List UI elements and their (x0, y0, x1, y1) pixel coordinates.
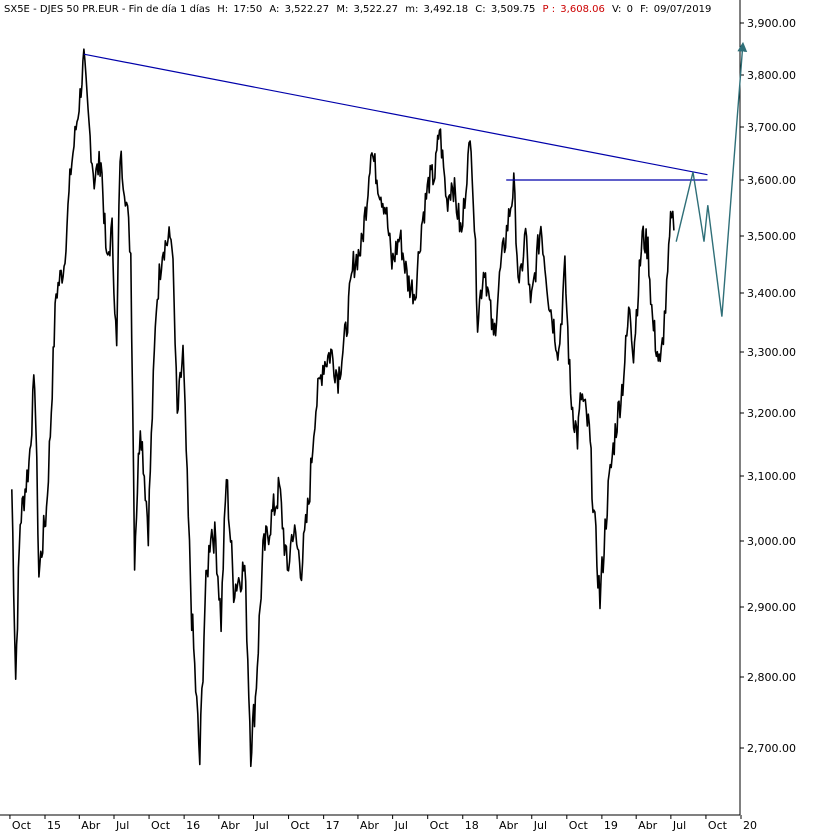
y-tick-label: 3,100.00 (747, 470, 796, 483)
f-value: 09/07/2019 (654, 4, 712, 15)
x-tick-label: Oct (708, 819, 728, 831)
x-tick-label: 18 (465, 819, 479, 831)
x-tick-label: Jul (533, 819, 547, 831)
y-tick-label: 3,500.00 (747, 230, 796, 243)
x-tick-label: Jul (254, 819, 268, 831)
x-tick-label: Oct (12, 819, 32, 831)
x-tick-label: Oct (430, 819, 450, 831)
y-tick-label: 2,900.00 (747, 601, 796, 614)
x-tick-label: 17 (326, 819, 340, 831)
x-tick-label: Jul (394, 819, 408, 831)
x-tick-label: Abr (360, 819, 380, 831)
x-tick-label: Abr (221, 819, 241, 831)
plot-area (11, 41, 748, 768)
m-value: 3,522.27 (354, 4, 399, 15)
a-value: 3,522.27 (285, 4, 330, 15)
x-tick-label: Jul (672, 819, 686, 831)
x-tick-label: 15 (47, 819, 61, 831)
y-tick-label: 2,700.00 (747, 742, 796, 755)
x-tick-label: Oct (291, 819, 311, 831)
y-tick-label: 3,800.00 (747, 69, 796, 82)
projection-path (675, 41, 748, 317)
x-tick-label: Abr (499, 819, 519, 831)
x-tick-label: Abr (638, 819, 658, 831)
y-tick-label: 3,300.00 (747, 346, 796, 359)
timeframe-text: Fin de día 1 días (129, 3, 210, 15)
price-series-line (11, 48, 675, 768)
y-tick-label: 3,400.00 (747, 287, 796, 300)
y-axis-ticks: 2,700.00 2,800.00 2,900.00 3,000.00 3,100.00… (740, 17, 796, 755)
y-tick-label: 3,900.00 (747, 17, 796, 30)
chart-header: SX5E - DJES 50 PR.EUR - Fin de día 1 día… (4, 3, 711, 15)
header-info: SX5E - DJES 50 PR.EUR - Fin de día 1 día… (4, 3, 711, 15)
y-tick-label: 3,200.00 (747, 407, 796, 420)
x-tick-label: 19 (604, 819, 618, 831)
descending-trendline (83, 53, 708, 176)
c-value: 3,509.75 (491, 4, 536, 15)
x-tick-label: Jul (115, 819, 129, 831)
x-axis-ticks: Oct 15 Abr Jul Oct 16 Abr Jul Oct 17 Abr Jul Oct 18 Ab… (9, 815, 757, 831)
x-tick-label: Abr (81, 819, 101, 831)
y-tick-label: 3,600.00 (747, 174, 796, 187)
v-value: 0 (627, 4, 633, 15)
x-tick-label: Oct (569, 819, 589, 831)
p-value: 3,608.06 (560, 4, 605, 15)
symbol-text: SX5E (4, 4, 30, 15)
x-tick-label: 20 (743, 819, 757, 831)
y-tick-label: 3,000.00 (747, 535, 796, 548)
x-tick-label: 16 (186, 819, 200, 831)
x-tick-label: Oct (151, 819, 171, 831)
y-tick-label: 2,800.00 (747, 671, 796, 684)
y-tick-label: 3,700.00 (747, 121, 796, 134)
instrument-name: DJES 50 PR.EUR (40, 4, 119, 15)
min-value: 3,492.18 (424, 4, 469, 15)
h-value: 17:50 (233, 4, 262, 15)
